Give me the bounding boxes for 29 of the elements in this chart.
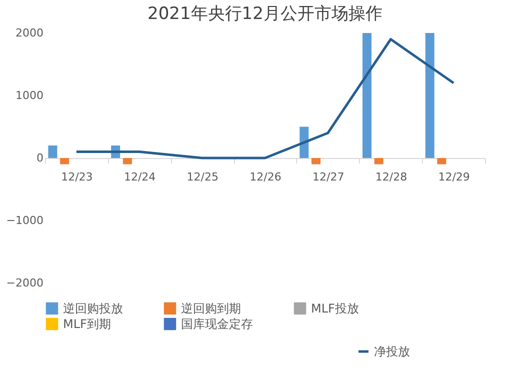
y-tick-label: −1000 <box>6 214 44 227</box>
x-tick-label: 12/27 <box>312 170 344 184</box>
legend-label: MLF投放 <box>311 301 359 316</box>
y-tick-label: 2000 <box>16 26 44 40</box>
bar <box>437 158 446 164</box>
bar <box>122 158 132 164</box>
x-tick-label: 12/24 <box>124 170 156 184</box>
legend-label: 逆回购投放 <box>63 301 123 316</box>
bar <box>362 33 372 158</box>
bar <box>374 158 384 164</box>
x-tick-label: 12/29 <box>438 170 470 184</box>
bar <box>311 158 320 164</box>
x-tick-label: 12/26 <box>250 170 282 184</box>
y-tick-label: −2000 <box>6 276 44 290</box>
x-tick-label: 12/28 <box>375 170 408 184</box>
legend-label: 净投放 <box>374 344 410 358</box>
bar <box>300 126 309 158</box>
bar <box>60 158 70 164</box>
y-tick-label: 0 <box>36 152 44 164</box>
x-tick-label: 12/23 <box>61 170 93 184</box>
legend-label: MLF到期 <box>63 317 111 331</box>
bar <box>425 33 434 158</box>
chart-title: 2021年央行12月公开市场操作 <box>148 4 382 24</box>
x-tick-label: 12/25 <box>186 170 218 184</box>
legend-label: 逆回购到期 <box>181 301 241 316</box>
line-series <box>75 38 455 160</box>
bar <box>48 146 58 158</box>
legend-label: 国库现金定存 <box>181 317 253 331</box>
y-tick-label: 1000 <box>16 89 44 102</box>
